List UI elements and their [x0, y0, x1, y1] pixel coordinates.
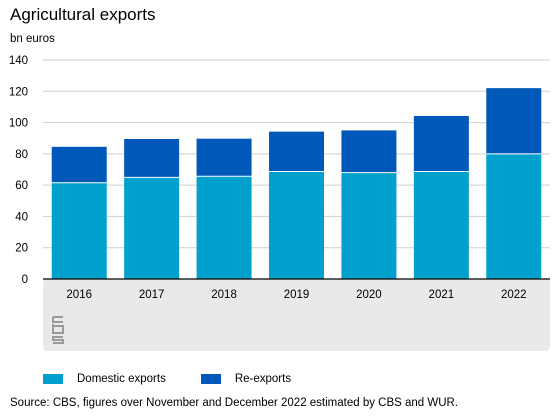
x-tick-label: 2022: [501, 289, 527, 301]
y-tick-label: 80: [15, 149, 28, 161]
bar-re-exports: [413, 116, 469, 172]
x-tick-label: 2019: [284, 289, 310, 301]
bar-domestic-exports: [341, 172, 397, 279]
bar-re-exports: [269, 131, 324, 172]
chart-title: Agricultural exports: [10, 5, 156, 24]
bar-re-exports: [51, 146, 107, 183]
y-tick-label: 60: [15, 180, 28, 192]
x-tick-label: 2020: [356, 289, 382, 301]
y-tick-label: 0: [22, 274, 28, 286]
legend-item-reexports: Re-exports: [200, 373, 292, 385]
bar-domestic-exports: [413, 171, 469, 279]
y-axis-unit: bn euros: [10, 33, 55, 45]
bar-domestic-exports: [486, 153, 542, 279]
x-tick-label: 2017: [139, 289, 165, 301]
x-tick-label: 2018: [211, 289, 237, 301]
y-tick-label: 20: [15, 243, 28, 255]
bar-domestic-exports: [124, 177, 180, 279]
y-tick-label: 120: [9, 86, 28, 98]
y-tick-label: 140: [9, 55, 28, 67]
bar-re-exports: [341, 130, 397, 173]
legend-label-reexports: Re-exports: [234, 373, 292, 385]
source-note: Source: CBS, figures over November and D…: [10, 397, 459, 409]
y-tick-label: 100: [9, 118, 28, 130]
legend-item-domestic: Domestic exports: [43, 373, 166, 385]
cbs-logo-icon: [52, 316, 64, 344]
x-tick-label: 2021: [429, 289, 455, 301]
bar-domestic-exports: [51, 182, 107, 279]
legend-swatch-domestic: [43, 374, 63, 384]
bar-chart: 0 20 40 60 80 100 120 140 2016 2017 2018 2019 2020 20…: [9, 55, 550, 351]
x-axis-panel: [43, 279, 550, 351]
bar-domestic-exports: [269, 171, 324, 279]
bar-re-exports: [486, 88, 542, 154]
x-tick-label: 2016: [66, 289, 92, 301]
legend-swatch-reexports: [200, 374, 221, 384]
legend: Domestic exports Re-exports: [43, 373, 326, 385]
bar-domestic-exports: [196, 176, 252, 279]
legend-label-domestic: Domestic exports: [77, 373, 166, 385]
bar-re-exports: [124, 138, 180, 178]
y-tick-label: 40: [15, 211, 28, 223]
bar-re-exports: [196, 138, 252, 177]
